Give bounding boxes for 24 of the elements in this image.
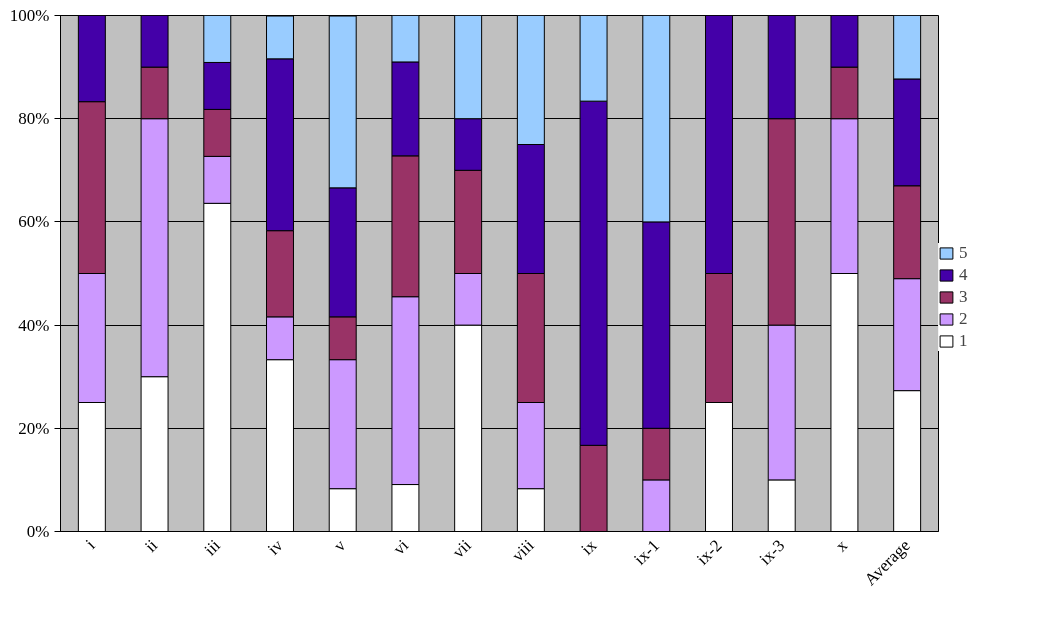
y-tick-label: 40% — [18, 315, 50, 335]
legend-label: 5 — [959, 243, 969, 263]
y-tick-label: 100% — [9, 6, 50, 25]
x-tick-label: ix-1 — [630, 535, 664, 569]
y-tick-label: 60% — [18, 212, 50, 232]
y-tick-label: 20% — [18, 418, 50, 438]
legend-label: 4 — [959, 265, 969, 285]
x-tick-label: ix-3 — [755, 535, 789, 569]
x-tick-label: viii — [508, 535, 538, 566]
legend-label: 1 — [959, 331, 969, 351]
x-tick-label: iii — [200, 535, 225, 560]
x-tick-label: i — [81, 535, 99, 553]
x-tick-label: vi — [389, 535, 413, 559]
x-tick-label: v — [329, 535, 350, 556]
x-tick-label: iv — [263, 535, 288, 559]
x-tick-label: ix — [577, 535, 601, 559]
x-tick-label: x — [831, 535, 852, 556]
x-tick-label: ii — [141, 535, 162, 556]
x-tick-label: ix-2 — [692, 535, 726, 569]
x-tick-label: vii — [448, 535, 476, 562]
y-tick-label: 80% — [18, 109, 50, 129]
legend-label: 2 — [959, 309, 969, 329]
legend-label: 3 — [959, 287, 969, 307]
y-tick-label: 0% — [26, 522, 50, 541]
